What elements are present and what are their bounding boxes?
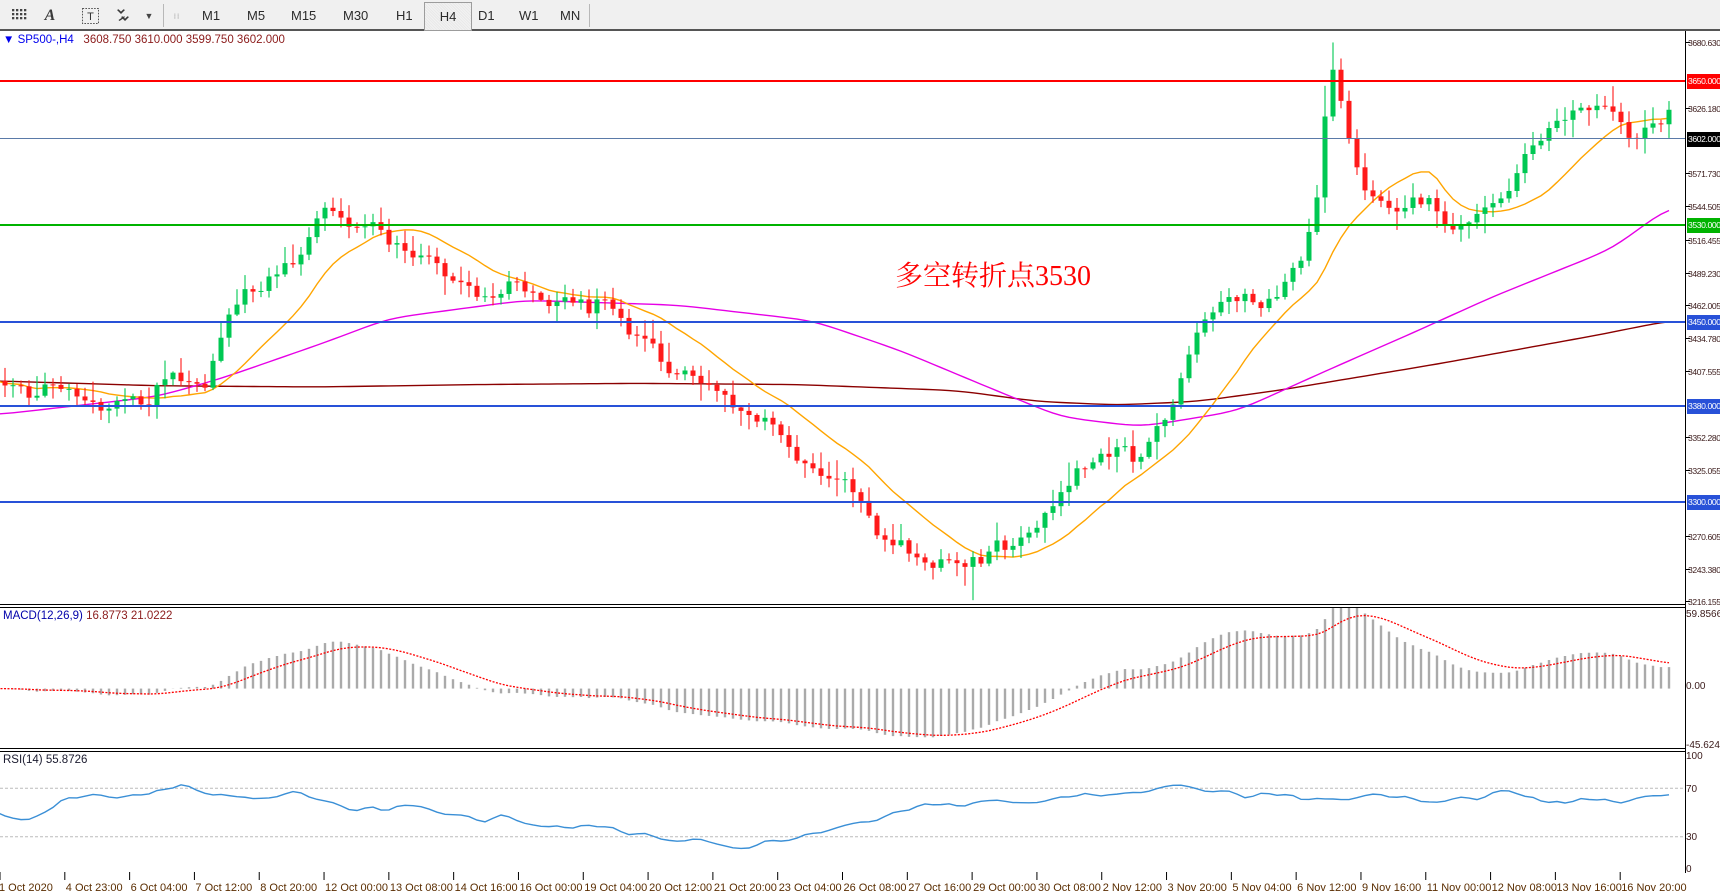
svg-text:T: T xyxy=(87,11,94,23)
